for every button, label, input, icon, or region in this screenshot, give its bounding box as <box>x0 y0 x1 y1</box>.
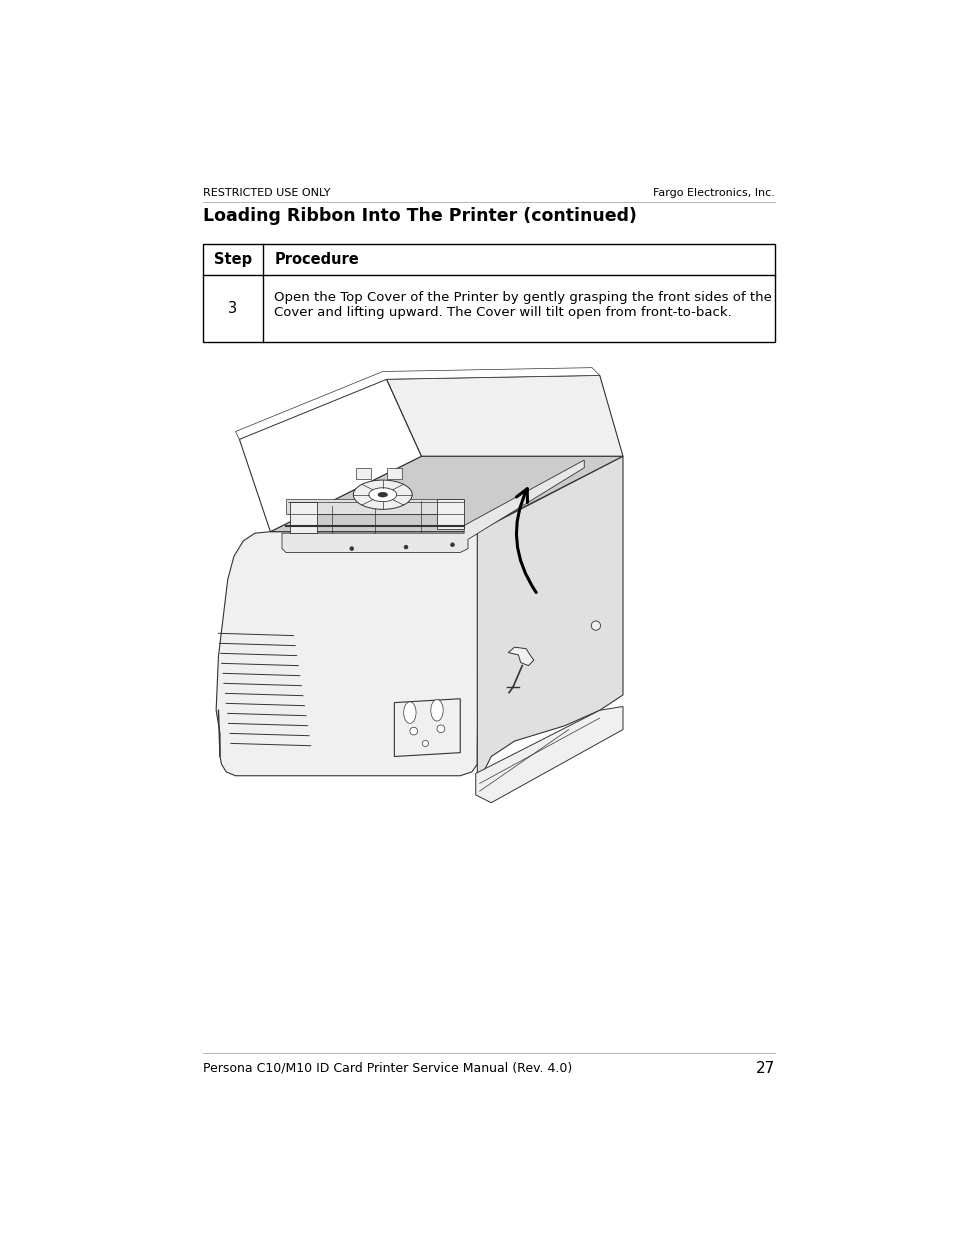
Polygon shape <box>403 701 416 724</box>
Text: Fargo Electronics, Inc.: Fargo Electronics, Inc. <box>653 188 774 198</box>
Text: Step: Step <box>213 252 252 267</box>
Polygon shape <box>282 461 583 552</box>
Polygon shape <box>476 456 622 773</box>
Bar <box>203 245 774 342</box>
Polygon shape <box>377 493 387 496</box>
Polygon shape <box>386 468 402 479</box>
Polygon shape <box>235 368 599 440</box>
Polygon shape <box>286 499 459 514</box>
Text: Loading Ribbon Into The Printer (continued): Loading Ribbon Into The Printer (continu… <box>203 207 637 225</box>
Text: Open the Top Cover of the Printer by gently grasping the front sides of the: Open the Top Cover of the Printer by gen… <box>274 290 771 304</box>
Circle shape <box>436 725 444 732</box>
Polygon shape <box>369 488 396 501</box>
Circle shape <box>410 727 417 735</box>
Polygon shape <box>431 699 443 721</box>
Text: Persona C10/M10 ID Card Printer Service Manual (Rev. 4.0): Persona C10/M10 ID Card Printer Service … <box>203 1062 572 1074</box>
Polygon shape <box>216 531 479 776</box>
Polygon shape <box>476 706 622 803</box>
Polygon shape <box>386 375 622 456</box>
Circle shape <box>450 543 454 547</box>
Text: 27: 27 <box>755 1061 774 1076</box>
Polygon shape <box>394 699 459 757</box>
Circle shape <box>350 547 354 551</box>
Text: Cover and lifting upward. The Cover will tilt open from front-to-back.: Cover and lifting upward. The Cover will… <box>274 306 731 319</box>
Circle shape <box>404 545 408 550</box>
Polygon shape <box>508 647 534 666</box>
Text: RESTRICTED USE ONLY: RESTRICTED USE ONLY <box>203 188 330 198</box>
Polygon shape <box>290 503 316 534</box>
Polygon shape <box>355 468 371 479</box>
Polygon shape <box>270 456 622 531</box>
Polygon shape <box>353 480 412 509</box>
Circle shape <box>591 621 599 630</box>
Polygon shape <box>436 499 464 530</box>
Circle shape <box>422 740 428 746</box>
Polygon shape <box>239 379 421 531</box>
Text: Procedure: Procedure <box>274 252 358 267</box>
Text: 3: 3 <box>228 301 237 316</box>
